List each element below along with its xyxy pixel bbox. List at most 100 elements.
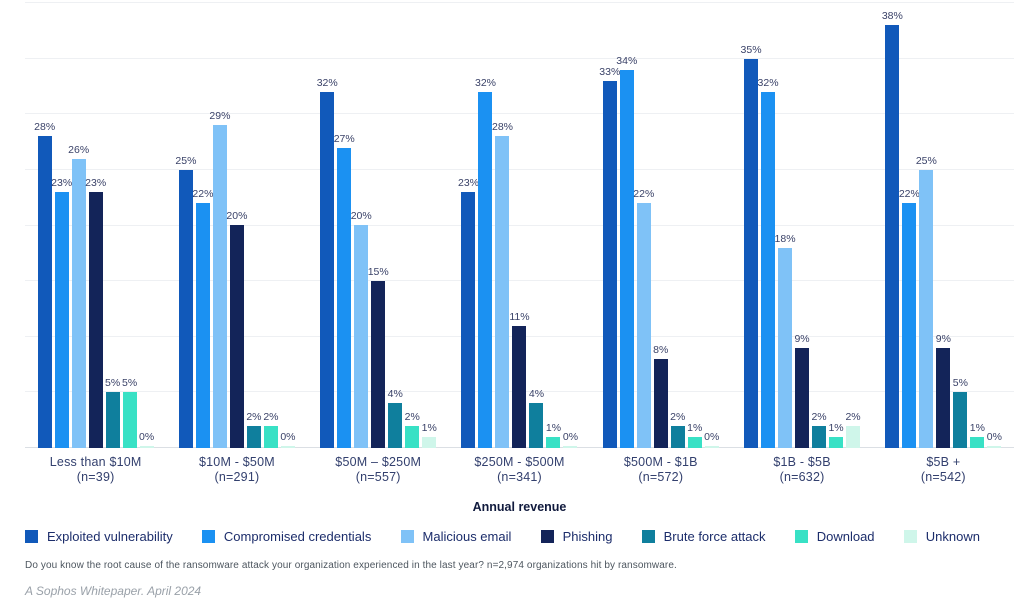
gridline-20 <box>25 224 1014 226</box>
bar-value-label: 23% <box>457 177 479 189</box>
bar-slot: 35% <box>741 3 762 448</box>
bar-group-4: 23% 32% 28% 11% 4% 1% 0% <box>449 3 590 448</box>
bar-value-label: 23% <box>51 177 73 189</box>
bar-value-label: 28% <box>491 121 513 133</box>
bar-slot: 33% <box>599 3 620 448</box>
bar-value-label: 1% <box>969 422 985 434</box>
bar-slot: 9% <box>794 3 810 448</box>
x-tick-label-5: $500M - $1B (n=572) <box>590 455 731 485</box>
legend-item-unknown: Unknown <box>903 529 980 544</box>
bar-slot: 11% <box>509 3 530 448</box>
bar-value-label: 5% <box>952 377 968 389</box>
bar-value-label: 23% <box>85 177 107 189</box>
bar-slot: 28% <box>34 3 55 448</box>
bar-value-label: 20% <box>350 210 372 222</box>
legend-item-download: Download <box>794 529 875 544</box>
bar-slot: 0% <box>563 3 578 448</box>
revenue-band-label: $1B - $5B <box>773 455 831 469</box>
bar-value-label: 22% <box>898 188 920 200</box>
bar-slot: 25% <box>175 3 196 448</box>
sample-size-label: (n=542) <box>920 470 966 484</box>
bar-slot: 32% <box>475 3 496 448</box>
bar-slot: 0% <box>704 3 719 448</box>
source-attribution: A Sophos Whitepaper. April 2024 <box>25 584 202 598</box>
bar-download <box>970 437 985 448</box>
bar-groups: 28% 23% 26% 23% 5% 5% 0% 25% 22% 29% 20% 2% 2% 0% 32% 2… <box>25 3 1014 448</box>
bar-slot: 23% <box>51 3 72 448</box>
legend-item-brute-force-attack: Brute force attack <box>641 529 766 544</box>
legend-label: Brute force attack <box>663 529 766 544</box>
legend-label: Download <box>816 529 875 544</box>
bar-value-label: 2% <box>845 411 861 423</box>
legend-label: Exploited vulnerability <box>47 529 173 544</box>
bar-value-label: 5% <box>105 377 121 389</box>
legend-label: Compromised credentials <box>223 529 372 544</box>
bar-value-label: 1% <box>545 422 562 434</box>
bar-slot: 32% <box>758 3 779 448</box>
bar-slot: 4% <box>529 3 544 448</box>
bar-slot: 2% <box>246 3 262 448</box>
legend-swatch-icon <box>794 530 808 543</box>
bar-slot: 1% <box>422 3 437 448</box>
sample-size-label: (n=572) <box>638 470 684 484</box>
bar-slot: 1% <box>969 3 985 448</box>
legend-item-phishing: Phishing <box>540 529 612 544</box>
bar-group-2: 25% 22% 29% 20% 2% 2% 0% <box>166 3 307 448</box>
bar-slot: 20% <box>226 3 247 448</box>
bar-slot: 2% <box>811 3 827 448</box>
bar-value-label: 0% <box>986 431 1002 443</box>
bar-slot: 5% <box>122 3 137 448</box>
bar-slot: 28% <box>492 3 513 448</box>
bar-value-label: 28% <box>34 121 56 133</box>
bar-value-label: 25% <box>915 155 937 167</box>
bar-value-label: 8% <box>653 344 669 356</box>
bar-slot: 27% <box>334 3 355 448</box>
bar-slot: 2% <box>845 3 861 448</box>
sample-size-label: (n=557) <box>355 470 401 484</box>
legend-swatch-icon <box>540 530 554 543</box>
bar-value-label: 29% <box>209 110 231 122</box>
bar-value-label: 2% <box>404 411 420 423</box>
bar-value-label: 2% <box>246 411 262 423</box>
bar-phishing <box>88 192 103 448</box>
bar-brute-force-attack <box>529 403 544 448</box>
bar-slot: 23% <box>85 3 106 448</box>
bar-slot: 18% <box>775 3 796 448</box>
sample-size-label: (n=341) <box>497 470 542 484</box>
x-tick-label-4: $250M - $500M (n=341) <box>449 455 590 485</box>
bar-unknown <box>704 446 719 448</box>
bar-value-label: 2% <box>263 411 279 423</box>
bar-compromised-credentials <box>195 203 210 448</box>
bar-malicious-email <box>354 225 369 448</box>
bar-phishing <box>795 348 810 448</box>
bar-value-label: 26% <box>68 144 90 156</box>
bar-value-label: 18% <box>774 233 796 245</box>
bar-slot: 34% <box>616 3 637 448</box>
bar-value-label: 15% <box>367 266 389 278</box>
bar-unknown <box>987 446 1002 448</box>
bar-slot: 29% <box>209 3 230 448</box>
bar-slot: 22% <box>899 3 920 448</box>
legend-swatch-icon <box>641 530 655 543</box>
bar-compromised-credentials <box>761 92 776 448</box>
bar-phishing <box>371 281 386 448</box>
revenue-band-label: $5B + <box>926 455 961 469</box>
legend: Exploited vulnerability Compromised crede… <box>25 529 980 544</box>
sample-size-label: (n=291) <box>214 470 260 484</box>
bar-unknown <box>422 437 437 448</box>
bar-slot: 5% <box>952 3 968 448</box>
bar-slot: 1% <box>828 3 844 448</box>
bar-unknown <box>563 446 578 448</box>
bar-exploited-vulnerability <box>602 81 617 448</box>
revenue-band-label: $50M – $250M <box>335 455 422 469</box>
gridline-30 <box>25 113 1014 115</box>
bar-brute-force-attack <box>246 426 261 448</box>
bar-download <box>405 426 420 448</box>
plot-area: 28% 23% 26% 23% 5% 5% 0% 25% 22% 29% 20% 2% 2% 0% 32% 2… <box>25 2 1014 448</box>
sample-size-label: (n=632) <box>779 470 825 484</box>
bar-download <box>263 426 278 448</box>
bar-value-label: 32% <box>316 77 338 89</box>
bar-value-label: 33% <box>599 66 621 78</box>
bar-slot: 32% <box>317 3 338 448</box>
